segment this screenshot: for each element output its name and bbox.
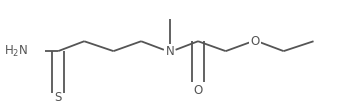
Text: S: S [55, 91, 62, 104]
Text: O: O [250, 35, 259, 48]
Text: O: O [193, 84, 203, 97]
Text: H$_2$N: H$_2$N [4, 44, 28, 59]
Text: N: N [165, 45, 174, 58]
